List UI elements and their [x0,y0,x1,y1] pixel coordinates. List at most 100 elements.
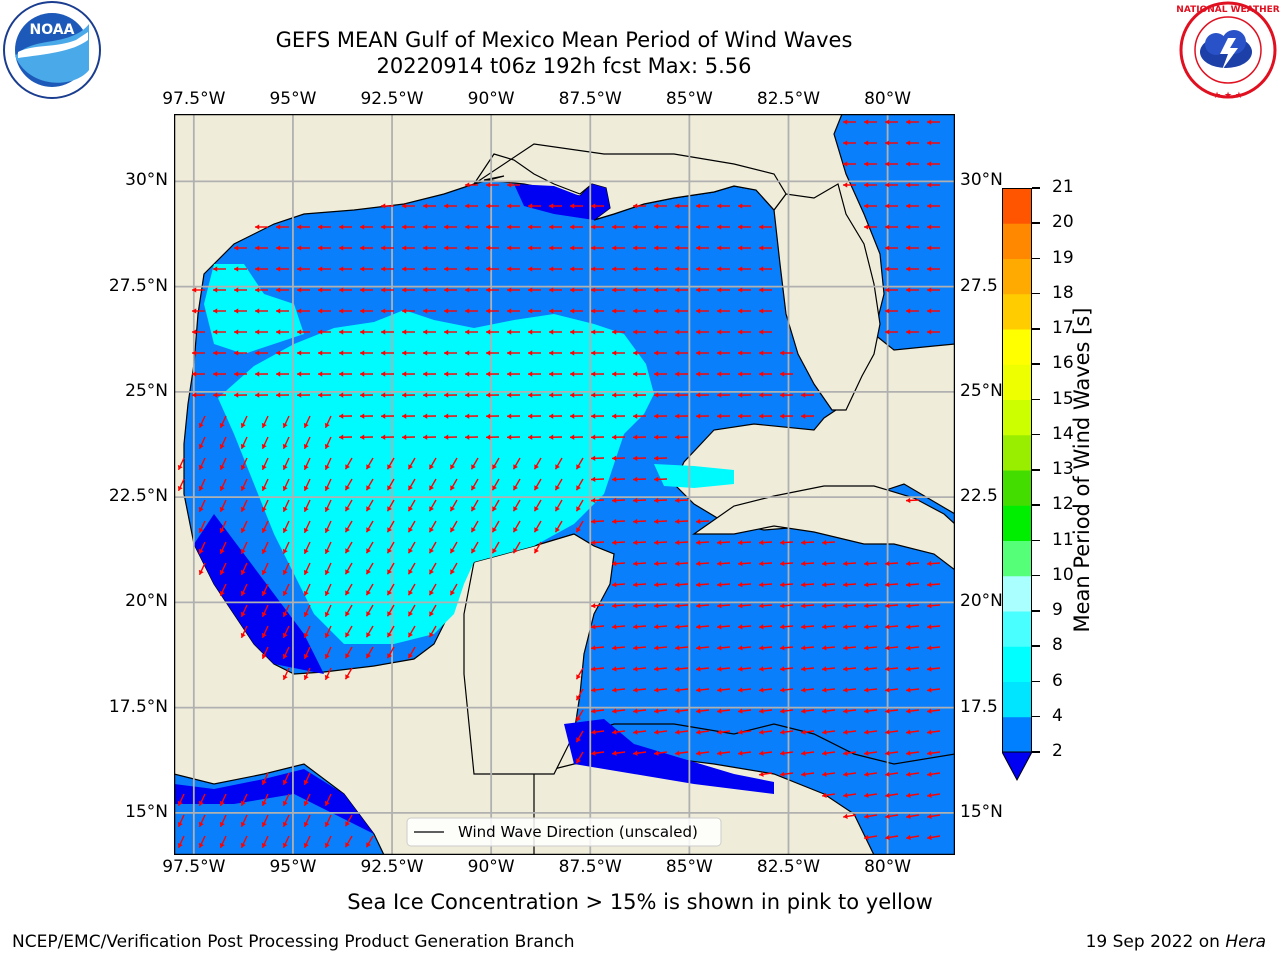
wind-arrow-head [282,569,288,575]
wind-arrow-head [717,308,722,314]
wind-arrow-head [717,371,722,377]
wind-arrow-head [255,245,260,251]
wind-arrow-head [696,708,701,714]
colorbar-tick-mark [1032,680,1040,682]
wind-arrow-head [612,476,617,483]
wind-arrow-head [591,539,596,546]
wind-arrow-head [303,527,309,533]
wind-arrow-head [303,443,309,449]
colorbar-tick-mark [1032,257,1040,259]
wind-arrow-head [696,750,701,756]
footer-credit: NCEP/EMC/Verification Post Processing Pr… [12,932,575,952]
wind-arrow-head [402,392,407,398]
wind-arrow-head [318,392,323,398]
wind-arrow-head [738,392,743,398]
wind-arrow-head [381,308,386,314]
wind-arrow-head [696,560,701,567]
colorbar-segment [1002,470,1032,506]
wind-arrow-head [696,266,701,272]
wind-arrow-head [822,729,827,735]
wind-arrow-head [507,308,512,314]
wind-arrow-head [717,266,722,272]
wind-arrow-head [633,603,638,609]
wind-arrow-head [444,350,449,356]
wind-arrow-head [324,422,330,428]
colorbar-tick-label: 9 [1052,600,1063,620]
wind-arrow-head [324,590,330,596]
wind-arrow-head [507,392,512,398]
wind-arrow-head [759,708,764,714]
legend-text: Wind Wave Direction (unscaled) [458,823,698,841]
wind-arrow-head [738,287,743,293]
wind-arrow-head [339,371,344,377]
wind-arrow-head [507,266,512,272]
wind-arrow-head [759,224,764,230]
wind-arrow-head [339,329,344,335]
wind-arrow-head [927,245,932,251]
wind-arrow-head [303,464,309,470]
wind-arrow-head [465,224,470,230]
map-panel[interactable]: Wind Wave Direction (unscaled) [174,114,955,855]
colorbar-segment [1002,258,1032,295]
wind-arrow-head [366,590,371,596]
wind-arrow-head [345,590,350,596]
wind-arrow-head [591,203,596,209]
wind-arrow-head [738,708,743,714]
wind-arrow-head [822,687,827,693]
wind-arrow-head [633,750,638,756]
colorbar-tick-label: 8 [1052,635,1063,656]
wind-arrow-head [549,413,554,419]
wind-arrow-head [192,371,197,377]
wind-arrow-head [549,287,554,293]
wind-arrow-head [654,287,659,293]
wind-arrow-head [927,645,932,651]
wind-arrow-head [738,245,743,251]
wind-arrow-head [675,371,680,377]
map-legend: Wind Wave Direction (unscaled) [406,817,722,847]
lon-tick-top: 80°W [864,89,912,109]
wind-arrow-head [261,653,267,659]
wind-arrow-head [297,287,302,293]
wind-arrow-head [633,582,638,588]
wind-arrow-head [675,413,680,419]
wind-arrow-head [276,371,281,377]
wind-arrow-head [570,413,575,419]
wind-arrow-head [387,527,392,533]
colorbar-tick-label: 17 [1052,318,1074,338]
wind-arrow-head [738,624,743,630]
wind-arrow-head [738,687,743,693]
wind-arrow-head [801,687,806,693]
colorbar-tick-mark [1032,433,1040,436]
colorbar-segment [1002,399,1032,436]
wind-arrow-head [864,687,869,693]
wind-arrow-head [885,582,890,588]
wind-arrow-head [822,708,827,714]
wind-arrow-head [450,548,455,554]
wind-arrow-head [555,485,560,491]
wind-arrow-head [339,392,344,398]
wind-arrow-head [633,539,638,546]
wind-arrow-head [366,653,371,659]
lon-tick-bottom: 85°W [665,857,713,877]
lon-tick-top: 90°W [467,89,515,109]
wind-arrow-head [219,548,225,554]
colorbar-tick-mark [1032,715,1040,718]
wind-arrow-head [633,392,638,398]
wind-arrow-head [471,485,476,491]
wind-arrow-head [366,548,371,554]
wind-arrow-head [696,729,701,735]
wind-arrow-head [633,266,638,272]
wind-arrow-head [381,392,386,398]
wind-arrow-head [570,245,575,251]
wind-arrow-head [408,506,413,512]
colorbar-tick-mark [1032,645,1040,647]
wind-arrow-head [465,182,470,188]
wind-arrow-head [570,329,575,335]
wind-arrow-head [486,182,491,188]
wind-arrow-head [759,729,764,735]
map-title-line2: 20220914 t06z 192h fcst Max: 5.56 [376,54,752,78]
wind-arrow-head [633,560,638,567]
wind-arrow-head [486,308,491,314]
wind-arrow-head [261,611,267,617]
wind-arrow-head [339,266,344,272]
